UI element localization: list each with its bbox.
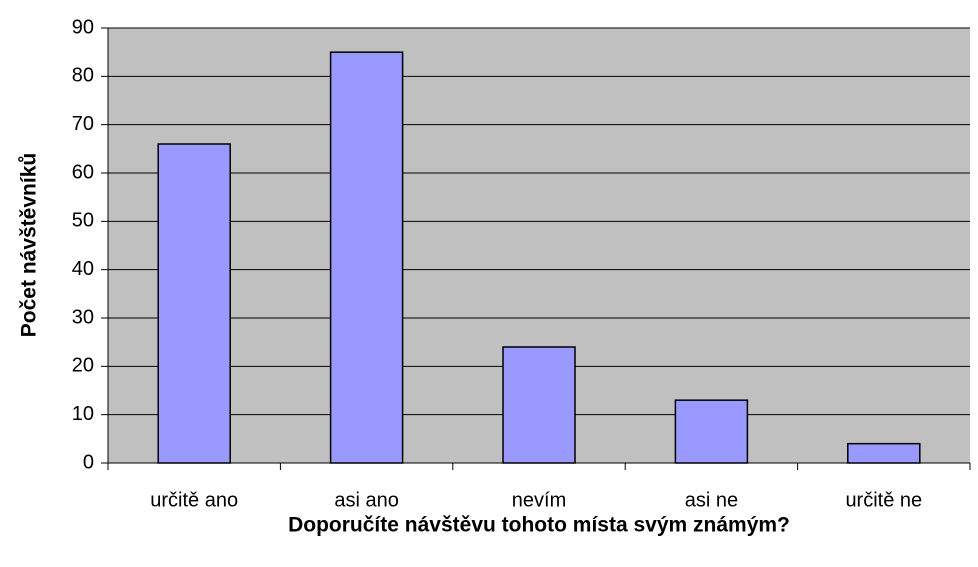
bar xyxy=(502,346,576,464)
bar xyxy=(329,51,404,464)
y-tick-label: 10 xyxy=(72,403,94,425)
y-tick-label: 80 xyxy=(72,65,94,87)
y-tick-label: 60 xyxy=(72,161,94,183)
y-tick-label: 50 xyxy=(72,210,94,232)
y-tick-label: 90 xyxy=(72,16,94,38)
x-axis-title: Doporučíte návštěvu tohoto místa svým zn… xyxy=(288,514,790,537)
x-tick-label: nevím xyxy=(512,489,566,511)
bar xyxy=(157,143,231,464)
y-tick-label: 40 xyxy=(72,258,94,280)
y-tick-label: 30 xyxy=(72,306,94,328)
x-tick-label: asi ano xyxy=(334,489,399,511)
bar xyxy=(674,399,749,464)
y-tick-label: 70 xyxy=(72,113,94,135)
y-tick-label: 0 xyxy=(83,451,94,473)
bar xyxy=(847,442,921,464)
y-tick-label: 20 xyxy=(72,355,94,377)
x-tick-label: určitě ne xyxy=(845,489,922,511)
x-tick-label: asi ne xyxy=(685,489,738,511)
y-axis-title: Počet návštěvníků xyxy=(18,153,41,337)
x-tick-label: určitě ano xyxy=(150,489,238,511)
